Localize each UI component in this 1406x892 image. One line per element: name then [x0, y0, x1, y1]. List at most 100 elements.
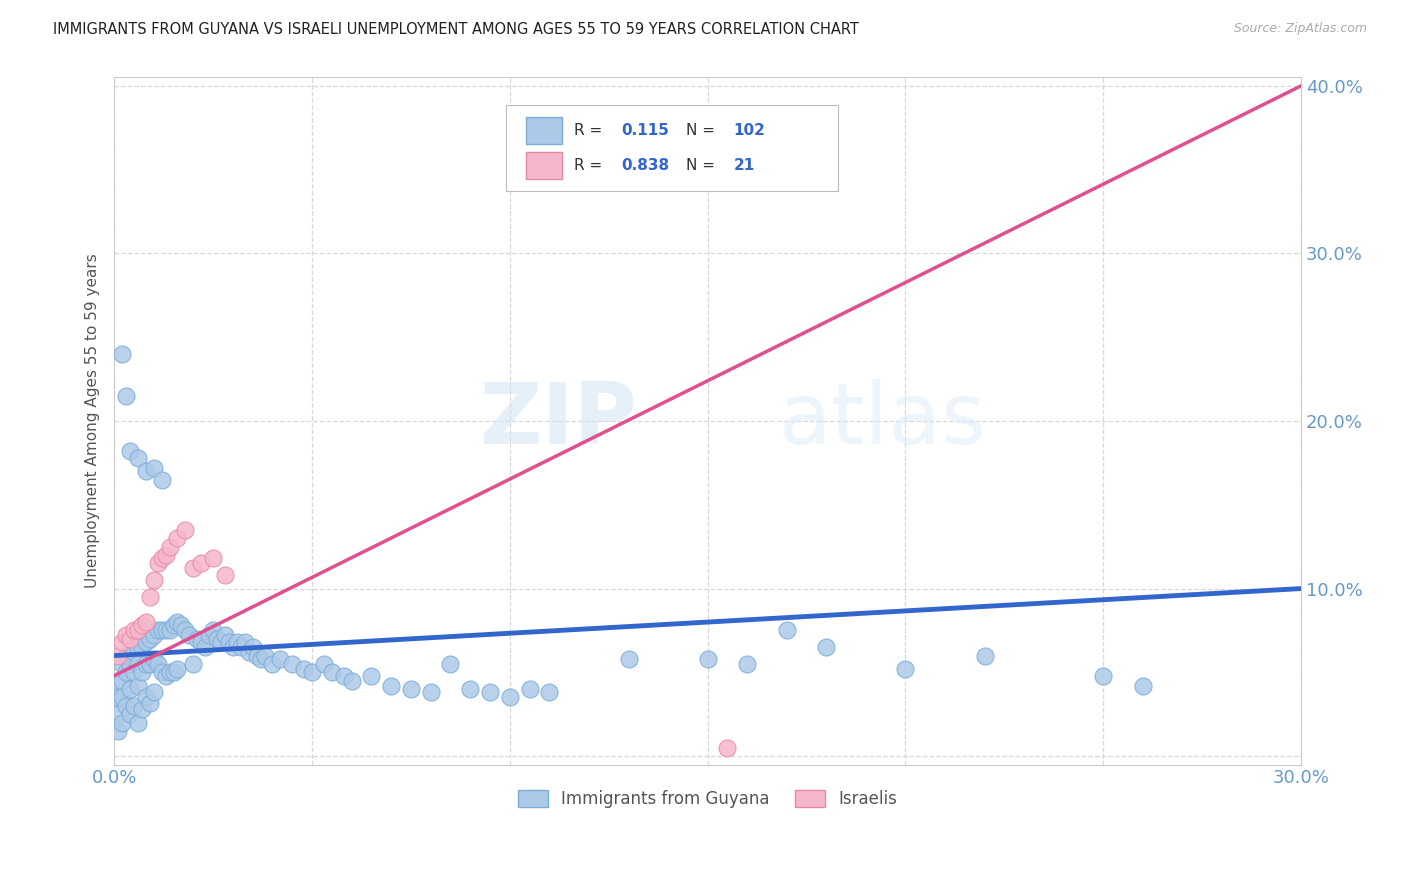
- Point: [205, 632, 228, 646]
- Point: [222, 640, 245, 655]
- Point: [150, 551, 173, 566]
- Point: [127, 640, 149, 655]
- Point: [617, 652, 640, 666]
- Point: [146, 624, 169, 638]
- Bar: [526, 152, 561, 179]
- Point: [111, 347, 134, 361]
- Point: [115, 665, 138, 680]
- Point: [190, 635, 212, 649]
- Legend: Immigrants from Guyana, Israelis: Immigrants from Guyana, Israelis: [512, 783, 904, 814]
- Point: [150, 624, 173, 638]
- Text: atlas: atlas: [779, 379, 987, 462]
- Point: [696, 652, 718, 666]
- Point: [776, 624, 799, 638]
- Point: [146, 557, 169, 571]
- Point: [233, 635, 256, 649]
- Point: [166, 531, 188, 545]
- Point: [198, 628, 221, 642]
- Point: [716, 740, 738, 755]
- Point: [142, 652, 165, 666]
- Point: [281, 657, 304, 671]
- Point: [458, 682, 481, 697]
- Point: [292, 662, 315, 676]
- Point: [194, 640, 217, 655]
- Point: [238, 645, 260, 659]
- Point: [135, 657, 157, 671]
- Point: [139, 657, 162, 671]
- Point: [115, 628, 138, 642]
- Point: [174, 624, 197, 638]
- Point: [159, 665, 181, 680]
- Point: [139, 632, 162, 646]
- Point: [115, 698, 138, 713]
- FancyBboxPatch shape: [506, 105, 838, 191]
- Point: [115, 389, 138, 403]
- Point: [107, 673, 129, 688]
- Point: [479, 685, 502, 699]
- Point: [111, 715, 134, 730]
- Point: [202, 551, 225, 566]
- Point: [321, 665, 343, 680]
- Point: [249, 652, 271, 666]
- Point: [146, 657, 169, 671]
- Point: [118, 682, 141, 697]
- Point: [155, 624, 177, 638]
- Point: [202, 624, 225, 638]
- Point: [135, 635, 157, 649]
- Point: [155, 548, 177, 562]
- Point: [142, 628, 165, 642]
- Point: [139, 696, 162, 710]
- Point: [973, 648, 995, 663]
- Text: R =: R =: [574, 123, 606, 138]
- Point: [360, 669, 382, 683]
- Point: [107, 690, 129, 705]
- Point: [107, 724, 129, 739]
- Point: [246, 648, 269, 663]
- Point: [159, 540, 181, 554]
- Text: R =: R =: [574, 158, 606, 173]
- Point: [262, 657, 284, 671]
- Point: [122, 645, 145, 659]
- Text: N =: N =: [686, 123, 720, 138]
- Point: [142, 573, 165, 587]
- Bar: [526, 117, 561, 145]
- Point: [135, 464, 157, 478]
- Point: [214, 568, 236, 582]
- Point: [115, 648, 138, 663]
- Point: [332, 669, 354, 683]
- Point: [127, 657, 149, 671]
- Point: [439, 657, 461, 671]
- Point: [419, 685, 441, 699]
- Text: N =: N =: [686, 158, 720, 173]
- Point: [162, 665, 184, 680]
- Point: [118, 444, 141, 458]
- Point: [162, 618, 184, 632]
- Point: [340, 673, 363, 688]
- Point: [127, 679, 149, 693]
- Point: [107, 707, 129, 722]
- Point: [399, 682, 422, 697]
- Text: 21: 21: [734, 158, 755, 173]
- Point: [142, 461, 165, 475]
- Text: IMMIGRANTS FROM GUYANA VS ISRAELI UNEMPLOYMENT AMONG AGES 55 TO 59 YEARS CORRELA: IMMIGRANTS FROM GUYANA VS ISRAELI UNEMPL…: [53, 22, 859, 37]
- Point: [111, 635, 134, 649]
- Point: [253, 648, 276, 663]
- Point: [269, 652, 291, 666]
- Point: [131, 618, 153, 632]
- Point: [118, 707, 141, 722]
- Point: [312, 657, 335, 671]
- Point: [127, 450, 149, 465]
- Point: [155, 669, 177, 683]
- Y-axis label: Unemployment Among Ages 55 to 59 years: Unemployment Among Ages 55 to 59 years: [86, 253, 100, 589]
- Point: [150, 665, 173, 680]
- Point: [538, 685, 561, 699]
- Point: [111, 657, 134, 671]
- Point: [170, 618, 193, 632]
- Point: [127, 624, 149, 638]
- Point: [214, 628, 236, 642]
- Point: [174, 523, 197, 537]
- Point: [166, 615, 188, 629]
- Point: [166, 662, 188, 676]
- Point: [519, 682, 541, 697]
- Text: Source: ZipAtlas.com: Source: ZipAtlas.com: [1233, 22, 1367, 36]
